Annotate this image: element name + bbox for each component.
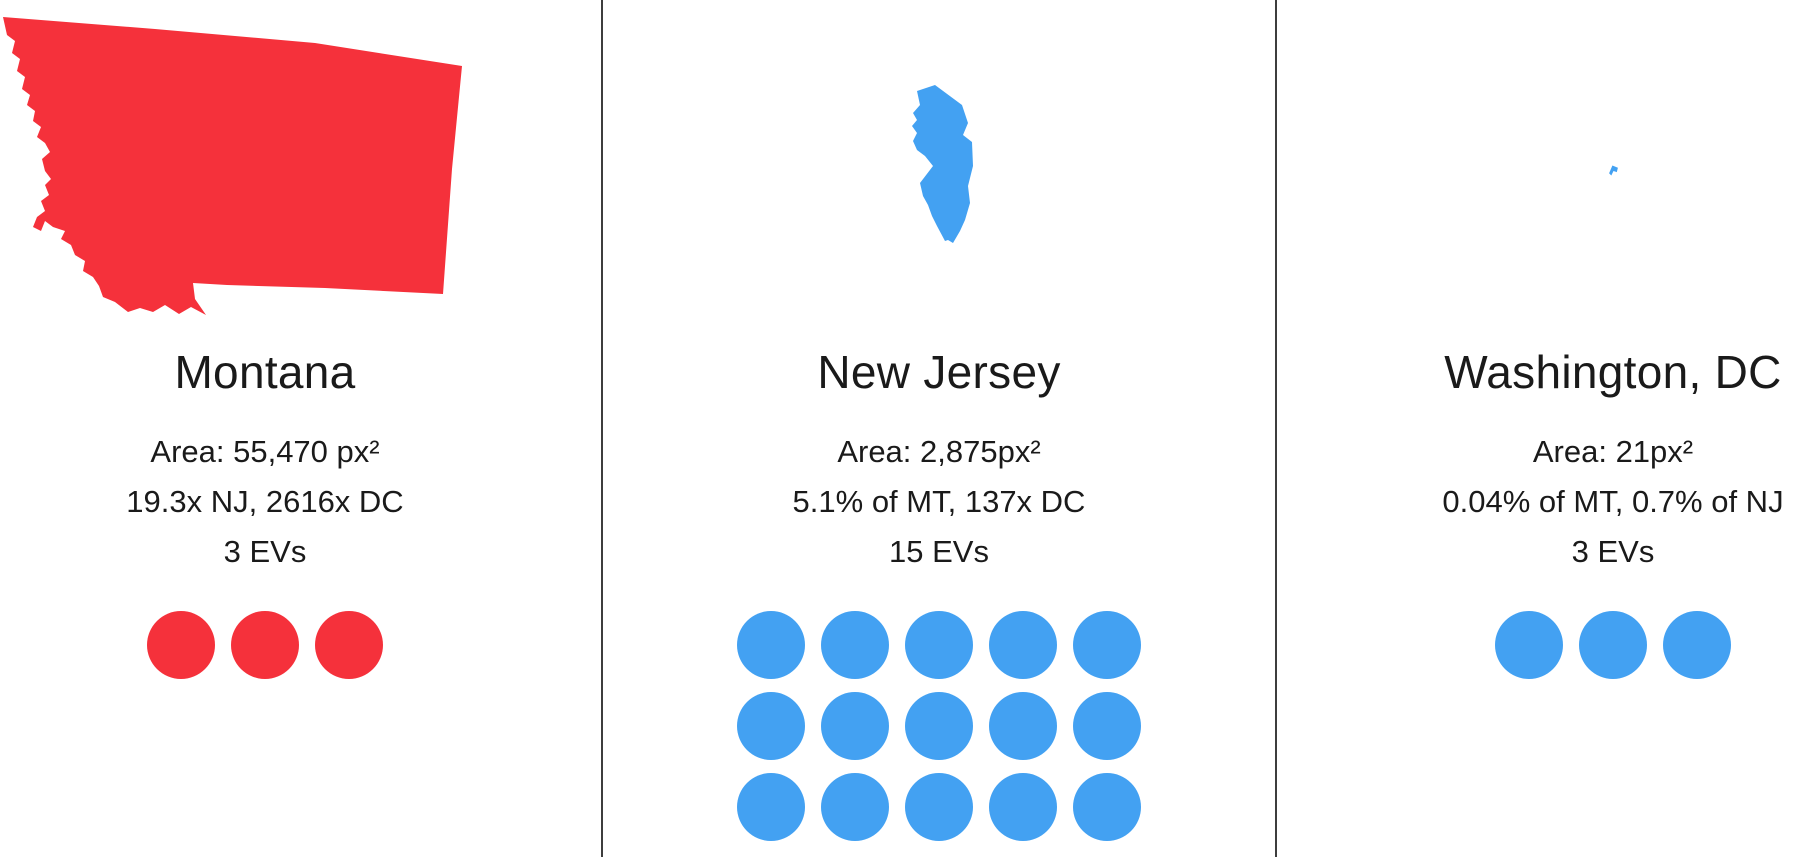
ev-dot: [905, 611, 973, 679]
montana-stats: Area: 55,470 px² 19.3x NJ, 2616x DC 3 EV…: [126, 427, 403, 577]
ev-dot-grid-washington-dc: [1495, 611, 1731, 679]
ev-dot: [1073, 692, 1141, 760]
ev-dot: [905, 692, 973, 760]
area-stat: Area: 21px²: [1532, 434, 1694, 469]
ev-dot: [737, 611, 805, 679]
ev-dot-grid-montana: [147, 611, 383, 679]
washington-dc-shape: [1608, 165, 1618, 175]
new-jersey-shape: [912, 85, 973, 243]
new-jersey-map-svg: [912, 85, 973, 243]
state-panel-montana: Montana Area: 55,470 px² 19.3x NJ, 2616x…: [0, 0, 601, 857]
ev-dot: [147, 611, 215, 679]
comparison-stat: 19.3x NJ, 2616x DC: [126, 484, 404, 519]
ev-dot: [989, 773, 1057, 841]
ev-dot: [905, 773, 973, 841]
panel-divider: [1275, 0, 1277, 857]
ev-stat: 3 EVs: [1571, 534, 1655, 569]
ev-dot: [989, 611, 1057, 679]
ev-dot: [821, 692, 889, 760]
ev-dot: [821, 773, 889, 841]
ev-dot: [1073, 773, 1141, 841]
ev-stat: 3 EVs: [223, 534, 307, 569]
comparison-stat: 0.04% of MT, 0.7% of NJ: [1442, 484, 1784, 519]
ev-dot: [315, 611, 383, 679]
ev-dot: [989, 692, 1057, 760]
montana-shape: [3, 17, 462, 315]
new-jersey-map-area: [603, 0, 1275, 330]
ev-dot: [737, 773, 805, 841]
ev-dot: [231, 611, 299, 679]
ev-dot: [821, 611, 889, 679]
state-panel-new-jersey: New Jersey Area: 2,875px² 5.1% of MT, 13…: [603, 0, 1275, 857]
state-title-montana: Montana: [174, 346, 356, 398]
ev-dot: [737, 692, 805, 760]
ev-stat: 15 EVs: [889, 534, 989, 569]
area-stat: Area: 2,875px²: [837, 434, 1041, 469]
state-title-washington-dc: Washington, DC: [1444, 346, 1782, 398]
state-title-new-jersey: New Jersey: [817, 346, 1061, 398]
montana-map-svg: [3, 17, 462, 315]
ev-dot: [1579, 611, 1647, 679]
ev-dot-grid-new-jersey: [737, 611, 1141, 841]
comparison-stat: 5.1% of MT, 137x DC: [792, 484, 1086, 519]
washington-dc-stats: Area: 21px² 0.04% of MT, 0.7% of NJ 3 EV…: [1442, 427, 1783, 577]
montana-map-area: [0, 0, 601, 330]
area-stat: Area: 55,470 px²: [150, 434, 380, 469]
ev-dot: [1073, 611, 1141, 679]
state-panel-washington-dc: Washington, DC Area: 21px² 0.04% of MT, …: [1277, 0, 1799, 857]
washington-dc-map-svg: [1608, 165, 1618, 175]
new-jersey-stats: Area: 2,875px² 5.1% of MT, 137x DC 15 EV…: [793, 427, 1086, 577]
washington-dc-map-area: [1277, 0, 1799, 330]
ev-dot: [1663, 611, 1731, 679]
panel-divider: [601, 0, 603, 857]
ev-dot: [1495, 611, 1563, 679]
